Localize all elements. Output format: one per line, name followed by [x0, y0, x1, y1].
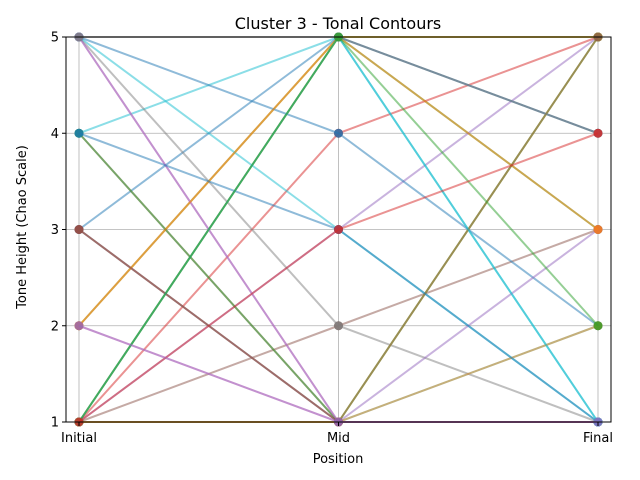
y-tick-label: 5	[51, 31, 59, 46]
y-tick-label: 3	[51, 223, 59, 238]
data-point	[593, 225, 603, 234]
data-point	[74, 128, 84, 138]
x-tick-label: Initial	[61, 431, 97, 446]
x-tick-label: Mid	[327, 431, 350, 446]
chart-title: Cluster 3 - Tonal Contours	[235, 14, 442, 33]
y-axis-label: Tone Height (Chao Scale)	[15, 145, 30, 310]
data-point	[334, 225, 343, 234]
tick-layer: Initial Mid Final 1 2 3 4 5	[51, 31, 613, 447]
y-tick-label: 1	[51, 416, 59, 431]
y-tick-label: 2	[51, 319, 59, 334]
x-axis-label: Position	[313, 452, 364, 467]
data-point	[74, 321, 84, 331]
data-point	[593, 128, 603, 138]
data-point	[74, 225, 84, 234]
x-tick-label: Final	[583, 431, 613, 446]
data-point	[334, 128, 343, 138]
data-point	[334, 321, 343, 331]
y-tick-label: 4	[51, 127, 59, 142]
data-point	[593, 321, 603, 331]
